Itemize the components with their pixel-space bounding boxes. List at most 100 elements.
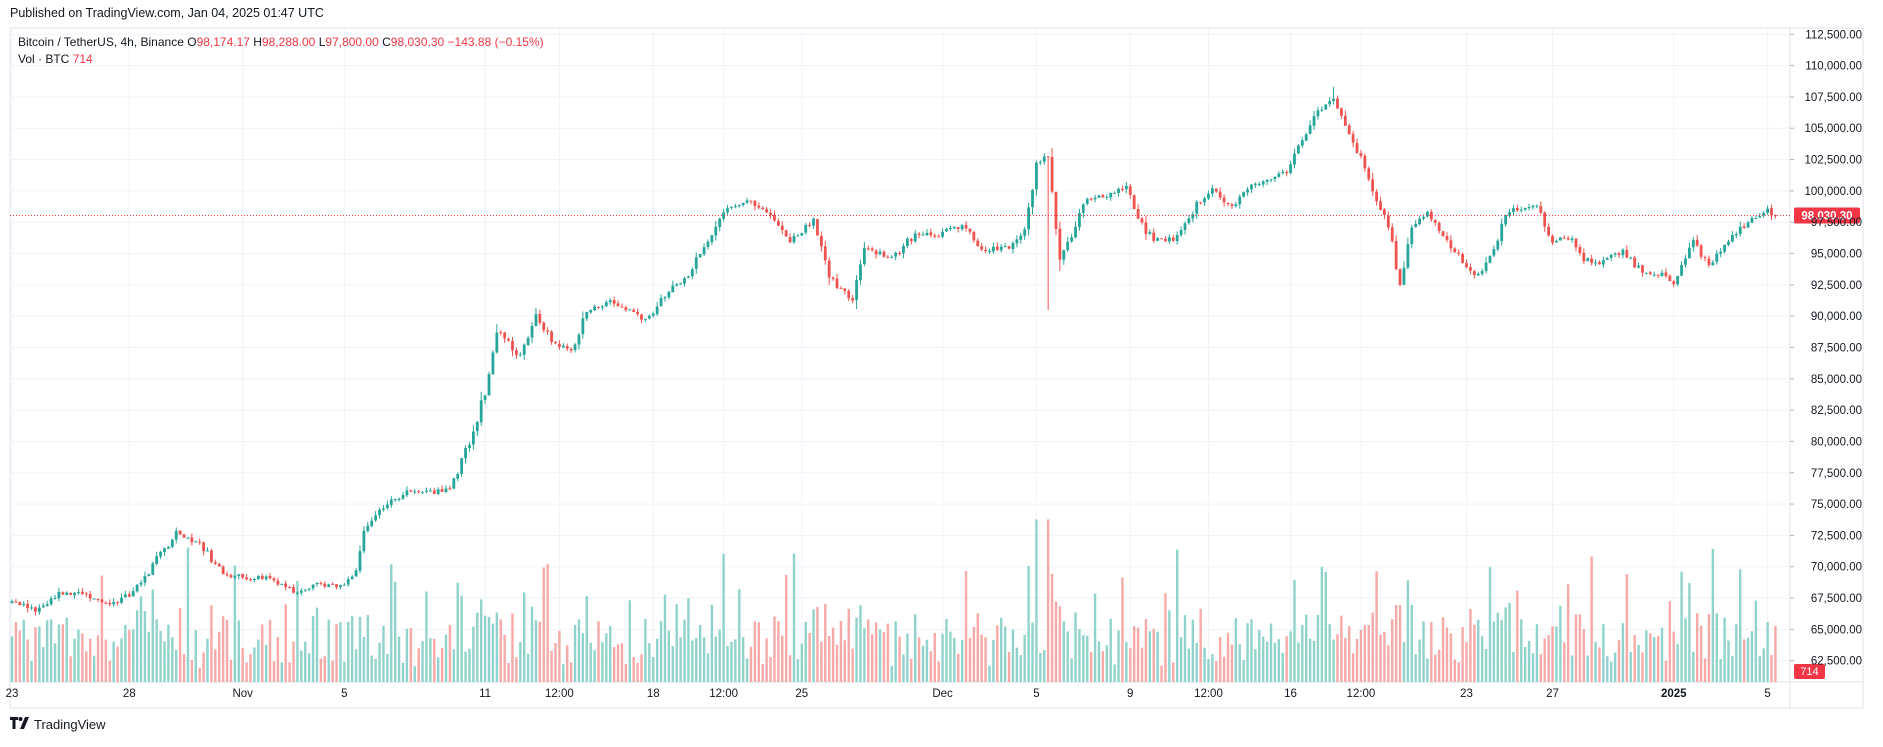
candle-body [847,291,851,299]
candle-body [1699,245,1703,257]
volume-bar [1723,617,1726,682]
time-tick-label: 16 [1284,688,1297,700]
volume-bar [288,662,291,682]
candle-body [784,230,788,237]
volume-bar [1250,619,1253,682]
volume-bar [1105,645,1108,682]
volume-bar [1774,626,1777,682]
volume-bar [675,604,678,682]
volume-bar [722,553,725,682]
time-tick-label: 23 [1460,688,1473,700]
volume-bar [1633,635,1636,682]
candle-body [1762,213,1766,216]
candle-body [1508,212,1511,216]
candle-body [878,251,882,255]
volume-bar [112,641,115,682]
volume-bar [1500,620,1503,682]
time-tick-label: 12:00 [545,688,574,700]
volume-bar [350,615,354,682]
volume-bar [491,623,495,682]
candle-body [432,490,436,494]
candle-body [1167,237,1171,242]
candle-body [174,530,178,540]
volume-bar [1688,583,1691,682]
volume-bar [1054,601,1058,682]
volume-bar [1238,644,1241,682]
candle-body [233,575,237,578]
volume-label[interactable]: Vol · BTC [18,52,70,66]
candle-body [483,395,487,401]
volume-bar [597,621,600,682]
candle-body [550,331,553,342]
volume-bar [542,567,545,682]
candle-body [327,584,331,587]
volume-bar [1027,566,1030,682]
candle-body [530,326,534,338]
volume-bar [1109,618,1112,682]
volume-bar [89,638,92,682]
volume-bar [1457,662,1460,682]
volume-bar [155,619,158,682]
volume-bar [1003,626,1007,682]
volume-bar [354,649,358,682]
volume-bar [460,595,463,682]
candle-body [1590,258,1594,263]
candle-body [104,602,108,604]
candle-body [796,235,800,237]
candle-body [1140,218,1144,223]
volume-bar [1195,642,1198,682]
volume-bar [1477,619,1480,682]
volume-bar [1504,607,1507,682]
volume-bar [96,635,100,682]
symbol-title[interactable]: Bitcoin / TetherUS, 4h, Binance [18,35,184,49]
candle-body [909,239,913,242]
volume-bar [683,619,686,682]
volume-bar [186,547,190,682]
time-tick-label: 25 [795,688,808,700]
volume-bar [233,565,237,682]
volume-bar [1692,651,1695,682]
candle-body [428,490,432,492]
volume-bar [796,659,800,682]
candle-body [949,227,952,229]
candle-body [632,309,636,313]
price-tick-label: 62,500.00 [1811,656,1862,668]
footer-brand[interactable]: TradingView [10,716,106,732]
volume-bar [401,662,405,682]
candle-body [616,303,620,307]
volume-bar [1570,655,1574,682]
volume-bar [1191,619,1195,682]
candle-body [1695,239,1699,246]
candle-body [1687,247,1691,259]
volume-bar [264,644,268,682]
candle-body [323,583,327,587]
candle-body [1656,274,1660,276]
volume-bar [519,642,522,682]
volume-bar [1324,571,1327,682]
candle-body [898,253,901,255]
candle-body [1465,262,1468,268]
candle-body [1304,134,1308,141]
candle-body [1234,204,1238,207]
volume-bar [648,643,651,682]
volume-bar [1535,624,1539,682]
volume-bar [343,661,346,682]
volume-bar [1512,651,1515,682]
candle-body [960,225,964,230]
price-tick-label: 65,000.00 [1811,624,1862,636]
candle-body [1023,229,1027,236]
volume-bar [1484,649,1488,682]
volume-bar [476,612,479,682]
candle-body [1578,247,1582,254]
time-tick-label: 12:00 [1347,688,1376,700]
volume-bar [229,659,233,682]
candle-body [417,491,421,493]
candle-body [1214,188,1218,192]
volume-bar [1559,605,1562,682]
candle-body [1601,260,1605,265]
time-tick-label: 9 [1127,688,1133,700]
candle-body [945,228,948,232]
chart-frame [9,27,1864,709]
